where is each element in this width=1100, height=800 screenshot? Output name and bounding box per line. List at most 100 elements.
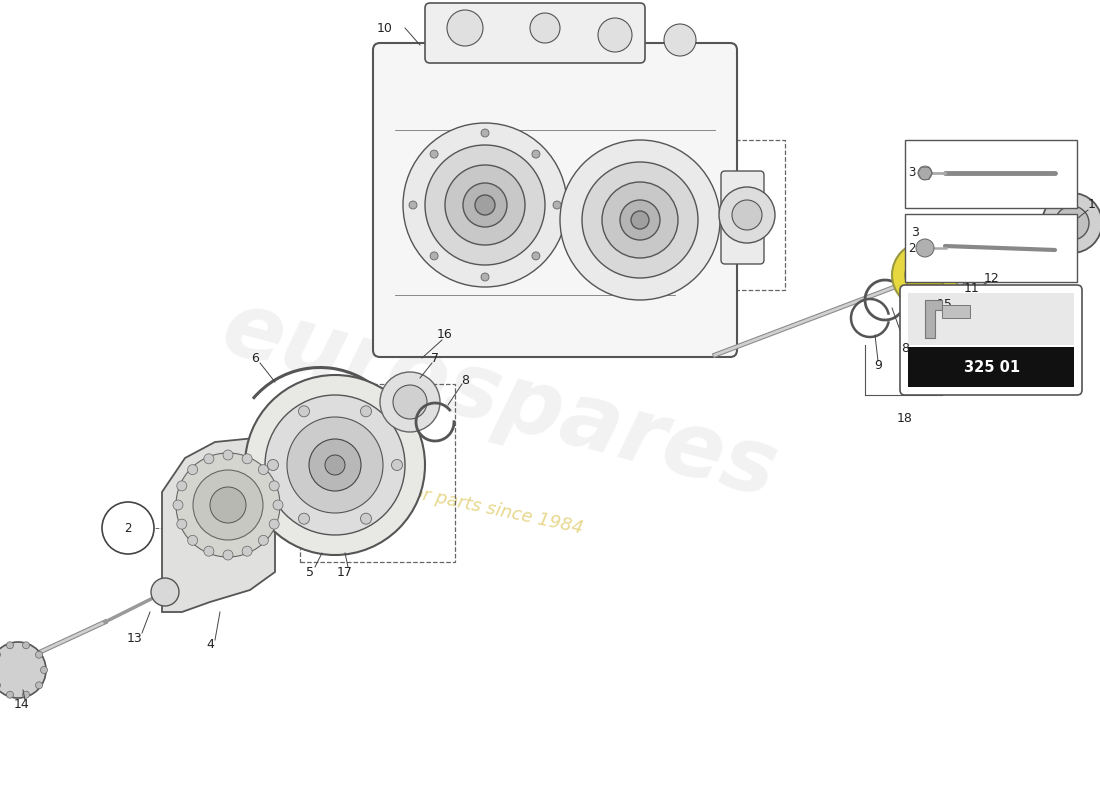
Circle shape <box>177 481 187 491</box>
Text: 12: 12 <box>984 271 1000 285</box>
Circle shape <box>176 453 280 557</box>
Circle shape <box>620 200 660 240</box>
Circle shape <box>463 183 507 227</box>
Polygon shape <box>942 305 970 318</box>
Circle shape <box>602 182 678 258</box>
Circle shape <box>35 682 43 689</box>
Circle shape <box>732 200 762 230</box>
Circle shape <box>361 406 372 417</box>
Circle shape <box>242 546 252 556</box>
Text: 11: 11 <box>964 282 980 294</box>
Circle shape <box>192 470 263 540</box>
Text: 3: 3 <box>909 166 915 179</box>
Text: 16: 16 <box>437 329 453 342</box>
FancyBboxPatch shape <box>720 171 764 264</box>
Bar <box>905 140 1077 208</box>
Circle shape <box>210 487 246 523</box>
Circle shape <box>908 266 932 290</box>
Circle shape <box>35 651 43 658</box>
FancyBboxPatch shape <box>373 43 737 357</box>
Text: 8: 8 <box>461 374 469 386</box>
Circle shape <box>532 252 540 260</box>
Circle shape <box>481 273 490 281</box>
Circle shape <box>245 375 425 555</box>
Circle shape <box>223 450 233 460</box>
Circle shape <box>223 550 233 560</box>
Text: 18: 18 <box>898 411 913 425</box>
Text: 2: 2 <box>124 522 132 534</box>
Circle shape <box>151 578 179 606</box>
Circle shape <box>895 253 945 303</box>
Circle shape <box>927 251 957 281</box>
Circle shape <box>324 455 345 475</box>
Bar <box>908 293 1074 345</box>
Text: 8: 8 <box>901 342 909 354</box>
Circle shape <box>273 500 283 510</box>
Circle shape <box>287 417 383 513</box>
Circle shape <box>204 546 213 556</box>
FancyBboxPatch shape <box>900 285 1082 395</box>
Text: eurospares: eurospares <box>213 284 786 516</box>
Bar <box>300 384 455 562</box>
Circle shape <box>560 140 720 300</box>
Circle shape <box>379 372 440 432</box>
Circle shape <box>102 502 154 554</box>
Text: 3: 3 <box>911 226 918 239</box>
Circle shape <box>258 535 268 546</box>
Circle shape <box>173 500 183 510</box>
Circle shape <box>598 18 632 52</box>
Circle shape <box>41 666 47 674</box>
Circle shape <box>204 454 213 464</box>
Circle shape <box>270 519 279 529</box>
Text: 9: 9 <box>874 358 882 371</box>
Circle shape <box>1042 193 1100 253</box>
Bar <box>908 347 1074 387</box>
Circle shape <box>22 642 30 649</box>
Circle shape <box>719 187 775 243</box>
Text: 14: 14 <box>14 698 30 711</box>
Circle shape <box>1055 206 1089 240</box>
Circle shape <box>265 395 405 535</box>
Circle shape <box>475 195 495 215</box>
Circle shape <box>631 211 649 229</box>
Circle shape <box>430 150 438 158</box>
Circle shape <box>298 406 309 417</box>
Text: 7: 7 <box>431 351 439 365</box>
Circle shape <box>532 150 540 158</box>
Text: 13: 13 <box>128 631 143 645</box>
Text: 325 01: 325 01 <box>964 359 1020 374</box>
Circle shape <box>270 481 279 491</box>
Text: 1: 1 <box>1088 198 1096 211</box>
Circle shape <box>188 535 198 546</box>
Circle shape <box>392 459 403 470</box>
Circle shape <box>918 166 932 180</box>
Circle shape <box>258 465 268 474</box>
FancyBboxPatch shape <box>425 3 645 63</box>
Bar <box>715 140 785 290</box>
Circle shape <box>188 465 198 474</box>
Circle shape <box>582 162 698 278</box>
Circle shape <box>892 242 958 308</box>
Circle shape <box>7 642 13 649</box>
Circle shape <box>530 13 560 43</box>
Circle shape <box>242 454 252 464</box>
Circle shape <box>916 239 934 257</box>
Polygon shape <box>925 300 942 338</box>
Circle shape <box>914 238 970 294</box>
Circle shape <box>905 255 945 295</box>
Circle shape <box>924 222 996 294</box>
Circle shape <box>938 236 982 280</box>
Circle shape <box>950 248 970 268</box>
Circle shape <box>481 129 490 137</box>
Circle shape <box>177 519 187 529</box>
Text: 15: 15 <box>937 298 953 311</box>
Text: a passion for parts since 1984: a passion for parts since 1984 <box>316 463 585 537</box>
Circle shape <box>446 165 525 245</box>
Text: 5: 5 <box>306 566 313 578</box>
Circle shape <box>22 691 30 698</box>
Circle shape <box>409 201 417 209</box>
Circle shape <box>0 642 46 698</box>
Circle shape <box>403 123 566 287</box>
Circle shape <box>298 513 309 524</box>
Circle shape <box>430 252 438 260</box>
